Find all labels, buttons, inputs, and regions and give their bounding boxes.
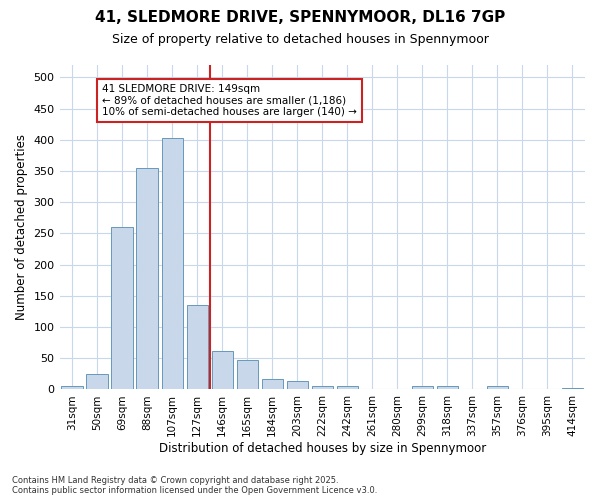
Bar: [236, 360, 258, 390]
Text: 41 SLEDMORE DRIVE: 149sqm
← 89% of detached houses are smaller (1,186)
10% of se: 41 SLEDMORE DRIVE: 149sqm ← 89% of detac…: [102, 84, 357, 117]
Text: 41, SLEDMORE DRIVE, SPENNYMOOR, DL16 7GP: 41, SLEDMORE DRIVE, SPENNYMOOR, DL16 7GP: [95, 10, 505, 25]
Bar: [462, 389, 483, 390]
Bar: [487, 386, 508, 390]
Text: Contains HM Land Registry data © Crown copyright and database right 2025.
Contai: Contains HM Land Registry data © Crown c…: [12, 476, 377, 495]
Bar: [311, 386, 333, 390]
Bar: [112, 227, 133, 390]
Bar: [437, 386, 458, 390]
Bar: [287, 382, 308, 390]
Bar: [187, 305, 208, 390]
Y-axis label: Number of detached properties: Number of detached properties: [15, 134, 28, 320]
Bar: [412, 386, 433, 390]
Bar: [212, 351, 233, 390]
Bar: [562, 388, 583, 390]
X-axis label: Distribution of detached houses by size in Spennymoor: Distribution of detached houses by size …: [158, 442, 486, 455]
Bar: [161, 138, 183, 390]
Text: Size of property relative to detached houses in Spennymoor: Size of property relative to detached ho…: [112, 32, 488, 46]
Bar: [136, 168, 158, 390]
Bar: [61, 386, 83, 390]
Bar: [86, 374, 108, 390]
Bar: [387, 389, 408, 390]
Bar: [337, 386, 358, 390]
Bar: [362, 389, 383, 390]
Bar: [512, 389, 533, 390]
Bar: [262, 380, 283, 390]
Bar: [537, 389, 558, 390]
